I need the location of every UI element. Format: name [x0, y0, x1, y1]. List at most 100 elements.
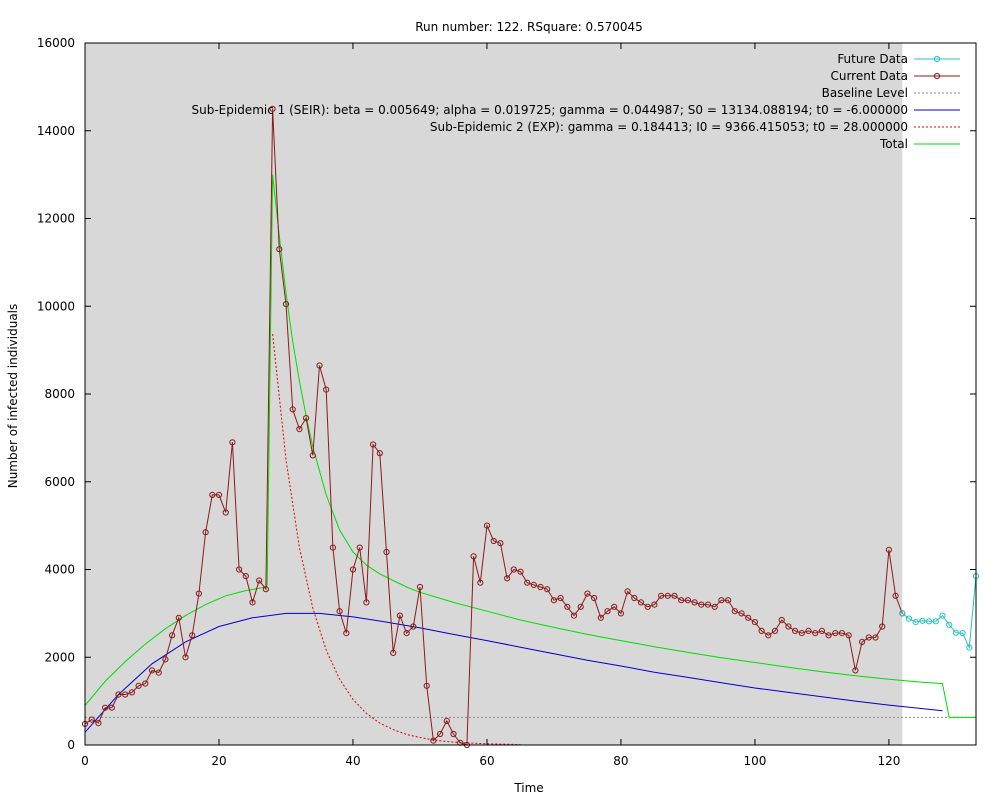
data-point [691, 599, 698, 606]
series-line-3 [84, 612, 943, 733]
data-point [470, 553, 477, 560]
data-point [604, 608, 611, 615]
data-point [584, 590, 591, 597]
data-point [296, 426, 303, 433]
y-tick-label: 6000 [44, 475, 75, 489]
data-point [102, 704, 109, 711]
data-point [95, 720, 102, 727]
data-point [899, 610, 906, 617]
y-tick-label: 14000 [37, 124, 75, 138]
data-point [718, 597, 725, 604]
data-point [383, 548, 390, 556]
data-point [564, 603, 571, 610]
data-point [544, 586, 551, 593]
data-point [142, 680, 149, 687]
data-point [155, 669, 162, 676]
data-point [557, 594, 564, 602]
data-point [323, 386, 330, 393]
legend-label: Current Data [830, 69, 908, 83]
data-point [825, 632, 832, 639]
data-point [329, 544, 336, 551]
data-point [946, 621, 953, 628]
data-point [343, 630, 350, 637]
data-point [416, 583, 424, 591]
data-point [926, 618, 933, 625]
y-tick-label: 0 [67, 738, 75, 752]
data-point [952, 629, 960, 636]
legend-label: Future Data [837, 52, 908, 66]
data-point [262, 586, 269, 593]
data-point [751, 619, 759, 626]
data-point [269, 105, 276, 112]
y-tick-label: 8000 [44, 387, 75, 401]
data-point [497, 540, 504, 547]
legend-label: Sub-Epidemic 2 (EXP): gamma = 0.184413; … [430, 120, 908, 134]
data-point [812, 630, 819, 637]
data-point [664, 592, 671, 599]
data-point [671, 592, 678, 599]
x-tick-label: 120 [877, 754, 900, 768]
data-point [410, 623, 417, 630]
data-point [517, 568, 524, 575]
data-point [162, 656, 169, 663]
data-point [430, 737, 437, 744]
data-point [443, 717, 450, 725]
data-point [798, 630, 805, 637]
legend: Future Data Current Data Baseline Level Sub… [191, 52, 960, 151]
y-tick-label: 12000 [37, 212, 75, 226]
legend-marker [933, 72, 941, 80]
data-point [483, 522, 491, 529]
data-point [852, 667, 859, 674]
y-tick-label: 4000 [44, 563, 75, 577]
data-point [818, 627, 826, 635]
y-tick-label: 2000 [44, 650, 75, 664]
data-point [845, 632, 852, 639]
data-point [182, 654, 189, 661]
series-line-5 [84, 174, 976, 718]
data-point [396, 612, 403, 619]
y-tick-label: 10000 [37, 299, 75, 313]
data-point [349, 566, 357, 573]
data-point [939, 612, 946, 619]
data-point [289, 406, 296, 413]
legend-label: Total [879, 137, 908, 151]
data-point [644, 603, 651, 610]
data-point [778, 616, 785, 624]
legend-label: Sub-Epidemic 1 (SEIR): beta = 0.005649; … [191, 103, 908, 117]
series-line-0 [901, 576, 977, 650]
data-point [122, 691, 129, 698]
data-point [879, 623, 886, 630]
data-point [792, 627, 799, 635]
data-point [885, 546, 893, 553]
data-point [637, 599, 645, 606]
ticks-layer: 0 2000 4000 6000 8000 10000 12000 14000 16000 0 20… [37, 36, 976, 768]
data-point [450, 730, 457, 738]
data-point [865, 634, 872, 641]
data-point [490, 537, 497, 545]
data-point [738, 610, 745, 617]
data-point [550, 597, 558, 604]
data-point [758, 627, 765, 635]
series-line-4 [272, 334, 521, 746]
x-tick-label: 0 [81, 754, 89, 768]
data-point [202, 529, 209, 536]
data-point [624, 588, 631, 595]
data-point [591, 594, 598, 602]
data-point [530, 581, 537, 589]
data-point [892, 592, 899, 599]
x-tick-label: 20 [211, 754, 226, 768]
data-point [215, 491, 223, 498]
data-point [838, 630, 846, 637]
data-point [115, 691, 122, 698]
data-point [537, 583, 544, 591]
data-point [611, 603, 618, 610]
data-point [524, 579, 531, 586]
data-point [698, 601, 705, 608]
data-point [175, 614, 182, 621]
data-point [577, 603, 584, 610]
data-point [731, 608, 738, 615]
data-point [859, 638, 866, 646]
data-point [684, 597, 692, 604]
